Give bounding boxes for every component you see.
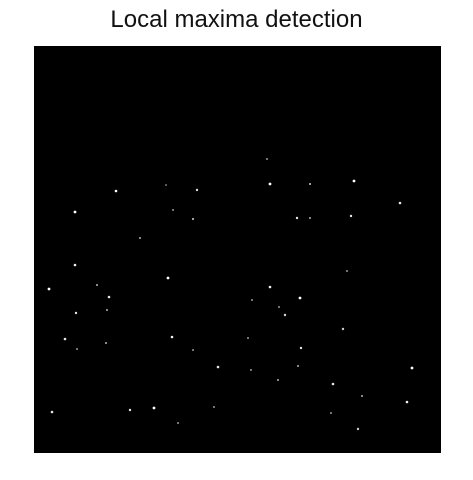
local-maximum-spot (309, 183, 311, 185)
local-maximum-spot (177, 422, 179, 424)
local-maximum-spot (192, 349, 194, 351)
local-maximum-spot (50, 410, 54, 414)
local-maximum-spot (277, 379, 279, 381)
local-maximum-spot (170, 335, 174, 339)
local-maximum-spot (105, 342, 107, 344)
local-maximum-spot (361, 395, 363, 397)
local-maximum-spot (74, 311, 78, 315)
spots-canvas (47, 158, 414, 431)
local-maximum-spot (96, 284, 98, 286)
local-maximum-spot (73, 263, 77, 267)
local-maximum-spot (251, 299, 253, 301)
local-maximum-spot (295, 216, 299, 220)
local-maximum-spot (250, 369, 252, 371)
local-maximum-spot (283, 313, 287, 317)
detection-image (34, 46, 441, 453)
local-maximum-spot (349, 214, 353, 218)
local-maximum-spot (191, 217, 195, 221)
local-maximum-spot (128, 408, 132, 412)
local-maximum-spot (266, 158, 268, 160)
local-maximum-spot (76, 348, 78, 350)
local-maximum-spot (341, 327, 345, 331)
local-maximum-spot (309, 217, 311, 219)
local-maximum-spot (114, 189, 118, 193)
figure-title: Local maxima detection (110, 6, 363, 33)
local-maximum-spot (139, 237, 141, 239)
local-maximum-spot (346, 270, 348, 272)
local-maximum-spot (195, 188, 199, 192)
local-maximum-spot (165, 184, 167, 186)
local-maximum-spot (352, 179, 356, 183)
local-maximum-spot (73, 210, 77, 214)
local-maximum-spot (268, 285, 272, 289)
local-maximum-spot (247, 337, 249, 339)
local-maximum-spot (398, 201, 402, 205)
local-maximum-spot (299, 346, 303, 350)
local-maximum-spot (356, 427, 360, 431)
local-maximum-spot (166, 276, 170, 280)
local-maximum-spot (405, 400, 409, 404)
local-maximum-spot (107, 295, 111, 299)
local-maximum-spot (268, 182, 272, 186)
local-maximum-spot (63, 337, 67, 341)
local-maximum-spot (330, 412, 332, 414)
local-maximum-spot (410, 366, 414, 370)
local-maximum-spot (47, 287, 51, 291)
local-maximum-spot (298, 296, 302, 300)
local-maximum-spot (297, 365, 299, 367)
local-maximum-spot (172, 209, 174, 211)
local-maximum-spot (213, 406, 215, 408)
local-maximum-spot (152, 406, 156, 410)
local-maximum-spot (106, 309, 108, 311)
local-maximum-spot (331, 382, 335, 386)
local-maximum-spot (216, 365, 220, 369)
local-maximum-spot (278, 306, 280, 308)
